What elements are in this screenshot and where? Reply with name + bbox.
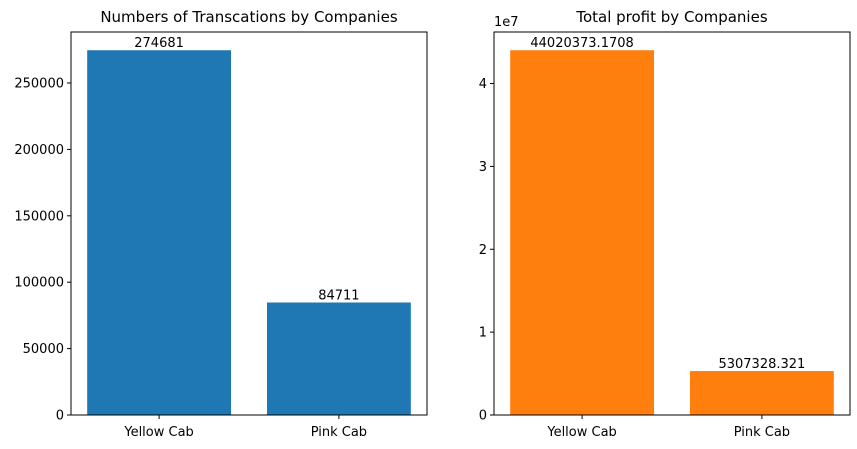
transactions-chart-title: Numbers of Transcations by Companies <box>100 8 398 26</box>
profit-y-offset-label: 1e7 <box>494 15 519 30</box>
transactions-y-tick-label: 200000 <box>14 143 64 158</box>
profit-y-tick-label: 3 <box>479 160 487 175</box>
profit-data-label: 5307328.321 <box>718 357 805 372</box>
profit-y-tick-label: 0 <box>479 409 487 424</box>
transactions-y-tick-label: 150000 <box>14 209 64 224</box>
transactions-data-label: 84711 <box>318 289 359 304</box>
transactions-y-tick-label: 250000 <box>14 77 64 92</box>
profit-x-tick-label: Pink Cab <box>734 425 790 440</box>
transactions-x-tick-label: Yellow Cab <box>123 425 193 440</box>
profit-chart: 44020373.1708 Yellow Cab 5307328.321 Pink C… <box>479 8 851 440</box>
profit-data-label: 44020373.1708 <box>530 36 633 51</box>
transactions-axes-frame <box>70 31 428 416</box>
profit-x-tick-label: Yellow Cab <box>546 425 616 440</box>
transactions-y-tick-label: 50000 <box>23 342 64 357</box>
profit-bar-yellow-cab <box>510 50 655 415</box>
profit-bar-pink-cab <box>689 371 834 415</box>
profit-chart-title: Total profit by Companies <box>575 8 767 26</box>
transactions-y-tick-label: 0 <box>56 409 64 424</box>
transactions-x-tick-label: Pink Cab <box>311 425 367 440</box>
transactions-chart: 274681 Yellow Cab 84711 Pink Cab 0 50000 10000… <box>14 8 428 440</box>
transactions-bar-pink-cab <box>266 302 411 415</box>
profit-y-tick-label: 1 <box>479 326 487 341</box>
profit-y-tick-label: 4 <box>479 77 487 92</box>
transactions-data-label: 274681 <box>134 36 184 51</box>
profit-axes-frame <box>493 31 851 416</box>
profit-y-tick-label: 2 <box>479 243 487 258</box>
transactions-bar-yellow-cab <box>87 50 232 415</box>
transactions-y-tick-label: 100000 <box>14 276 64 291</box>
